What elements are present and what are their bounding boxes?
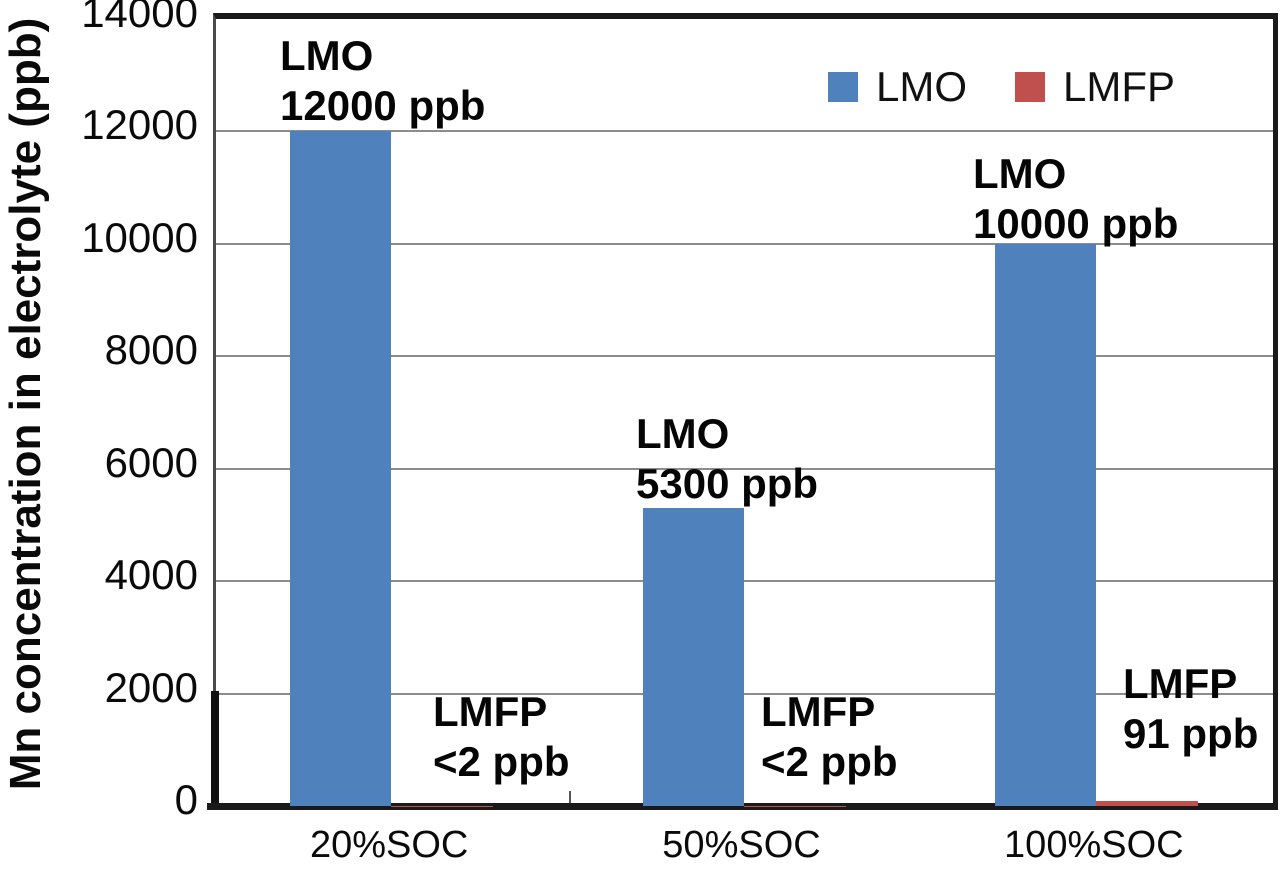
- annotation-value: 5300 ppb: [636, 460, 819, 507]
- plot-area: LMO LMFP LMO 12000 ppb LMFP <2 ppb LMO 5…: [207, 13, 1278, 810]
- annotation-series-name: LMFP: [1123, 660, 1238, 707]
- annotation-lmo-50soc: LMO 5300 ppb: [636, 409, 818, 509]
- gridline-6000: [216, 467, 1273, 470]
- legend-label-lmfp: LMFP: [1063, 63, 1176, 110]
- bar-lmo-100%soc: [994, 243, 1096, 806]
- annotation-lmo-100soc: LMO 10000 ppb: [973, 149, 1178, 249]
- annotation-value: 10000 ppb: [973, 200, 1179, 247]
- annotation-lmo-20soc: LMO 12000 ppb: [280, 31, 485, 131]
- legend-label-lmo: LMO: [876, 63, 968, 110]
- annotation-value: 12000 ppb: [280, 82, 486, 129]
- y-tick-label-8000: 8000: [104, 326, 198, 374]
- annotation-series-name: LMFP: [761, 688, 876, 735]
- annotation-series-name: LMFP: [433, 688, 548, 735]
- bar-lmo-50%soc: [642, 508, 744, 806]
- gridline-8000: [216, 355, 1273, 358]
- annotation-value: 91 ppb: [1123, 710, 1259, 757]
- x-axis-label-20%soc: 20%SOC: [309, 824, 469, 866]
- bar-lmfp-100%soc: [1095, 800, 1198, 806]
- gridline-10000: [216, 242, 1273, 245]
- gridline-2000: [216, 692, 1273, 695]
- annotation-series-name: LMO: [636, 410, 730, 457]
- legend-swatch-lmo-icon: [828, 72, 858, 102]
- y-tick-label-14000: 14000: [81, 0, 198, 36]
- gridline-12000: [216, 130, 1273, 133]
- x-axis-line: [207, 803, 1278, 810]
- legend-swatch-lmfp-icon: [1015, 72, 1046, 102]
- annotation-lmfp-50soc: LMFP <2 ppb: [761, 687, 898, 787]
- y-tick-label-10000: 10000: [81, 213, 198, 261]
- x-axis-label-50%soc: 50%SOC: [662, 824, 821, 866]
- annotation-value: <2 ppb: [433, 738, 570, 785]
- annotation-series-name: LMO: [973, 150, 1067, 197]
- y-axis-line: [211, 691, 219, 809]
- legend-item-lmfp: LMFP: [1015, 63, 1175, 111]
- annotation-series-name: LMO: [280, 32, 374, 79]
- category-boundary-tick: [569, 791, 571, 806]
- y-tick-label-12000: 12000: [81, 101, 198, 149]
- annotation-lmfp-100soc: LMFP 91 ppb: [1123, 659, 1258, 759]
- y-tick-label-0: 0: [174, 776, 198, 823]
- y-tick-label-4000: 4000: [104, 551, 198, 599]
- annotation-lmfp-20soc: LMFP <2 ppb: [433, 687, 570, 787]
- annotation-value: <2 ppb: [761, 738, 898, 785]
- x-axis-label-100%soc: 100%SOC: [1004, 824, 1184, 866]
- gridline-4000: [216, 580, 1273, 583]
- y-tick-label-2000: 2000: [104, 663, 198, 711]
- legend: LMO LMFP: [828, 63, 1175, 111]
- legend-item-lmo: LMO: [828, 63, 967, 111]
- y-tick-label-6000: 6000: [104, 438, 198, 486]
- bar-lmo-20%soc: [290, 131, 392, 806]
